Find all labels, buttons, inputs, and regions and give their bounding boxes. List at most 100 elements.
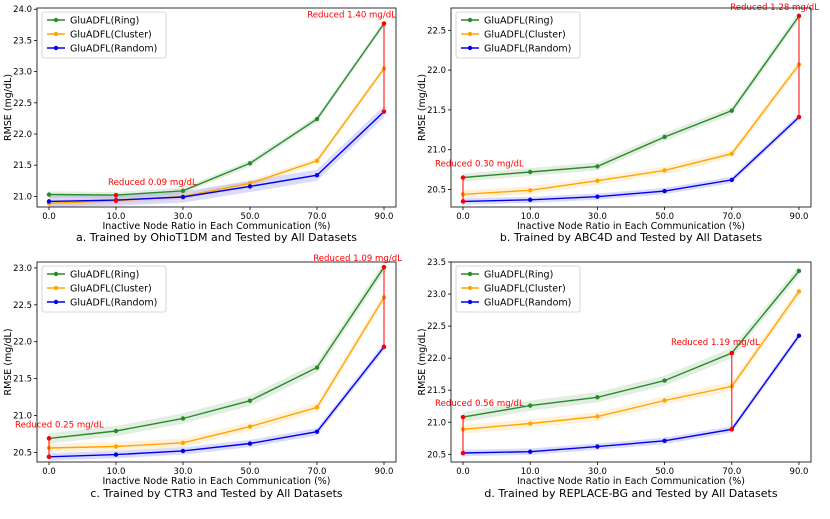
y-tick-label: 21.0 bbox=[427, 418, 446, 428]
data-point-random bbox=[247, 184, 253, 189]
legend: GluADFL(Ring) GluADFL(Cluster) GluADFL(Ran… bbox=[455, 11, 581, 59]
y-tick-label: 23.0 bbox=[13, 68, 32, 78]
band-random bbox=[463, 332, 799, 457]
data-point-ring bbox=[247, 161, 253, 166]
data-point-random bbox=[314, 429, 320, 434]
band-cluster bbox=[49, 65, 384, 207]
x-tick-label: 70.0 bbox=[722, 212, 741, 222]
x-tick-label: 10.0 bbox=[521, 467, 540, 477]
y-tick-label: 23.0 bbox=[427, 290, 446, 300]
data-point-ring bbox=[180, 416, 186, 421]
data-point-random bbox=[46, 199, 52, 204]
data-point-random bbox=[729, 177, 734, 183]
y-tick-label: 22.5 bbox=[427, 322, 446, 332]
annotation-label: Reduced 0.56 mg/dL bbox=[435, 399, 524, 409]
y-axis-label: RMSE (mg/dL) bbox=[3, 74, 14, 141]
legend-marker-random bbox=[53, 299, 59, 305]
y-tick-label: 20.5 bbox=[427, 185, 446, 195]
legend-entry-cluster: GluADFL(Cluster) bbox=[484, 30, 566, 41]
band-cluster bbox=[463, 60, 799, 199]
data-point-random bbox=[247, 441, 253, 446]
x-tick-label: 30.0 bbox=[174, 467, 193, 477]
legend-entry-cluster: GluADFL(Cluster) bbox=[70, 284, 152, 295]
band-ring bbox=[49, 262, 384, 444]
annotation-point bbox=[796, 114, 802, 120]
y-tick-label: 22.5 bbox=[13, 99, 32, 109]
y-tick-label: 23.0 bbox=[13, 264, 32, 274]
y-tick-label: 21.5 bbox=[13, 375, 32, 385]
y-tick-label: 21.0 bbox=[427, 146, 446, 156]
panel-caption: a. Trained by OhioT1DM and Tested by All… bbox=[76, 231, 357, 244]
data-point-random bbox=[528, 449, 533, 454]
x-tick-label: 30.0 bbox=[588, 212, 607, 222]
data-point-ring bbox=[314, 116, 320, 122]
x-axis-label: Inactive Node Ratio in Each Communicatio… bbox=[102, 476, 330, 487]
y-tick-label: 22.0 bbox=[427, 66, 446, 76]
x-tick-label: 90.0 bbox=[375, 212, 394, 222]
plot-frame bbox=[450, 7, 812, 208]
band-random bbox=[463, 113, 799, 205]
x-tick-label: 30.0 bbox=[174, 212, 193, 222]
band-random bbox=[49, 105, 384, 207]
x-axis-label: Inactive Node Ratio in Each Communicatio… bbox=[517, 221, 745, 232]
series-line-cluster bbox=[48, 297, 385, 449]
data-point-cluster bbox=[113, 444, 119, 449]
series-line-ring bbox=[48, 23, 385, 196]
x-tick-label: 10.0 bbox=[107, 467, 126, 477]
data-point-cluster bbox=[314, 405, 320, 410]
data-point-ring bbox=[180, 188, 186, 193]
series-line-cluster bbox=[462, 64, 800, 195]
series-line-random bbox=[48, 111, 385, 203]
annotation-point bbox=[381, 264, 387, 270]
data-point-random bbox=[314, 172, 320, 178]
panel-caption: b. Trained by ABC4D and Tested by All Da… bbox=[500, 231, 762, 244]
legend-marker-ring bbox=[467, 271, 473, 277]
legend: GluADFL(Ring) GluADFL(Cluster) GluADFL(Ran… bbox=[41, 265, 167, 313]
y-tick-label: 23.5 bbox=[427, 258, 446, 268]
data-point-random bbox=[662, 188, 667, 194]
data-point-random bbox=[595, 194, 600, 199]
data-point-cluster bbox=[247, 181, 253, 186]
data-point-cluster bbox=[662, 398, 667, 403]
legend-marker-cluster bbox=[53, 31, 59, 37]
x-tick-label: 30.0 bbox=[588, 467, 607, 477]
y-tick-label: 21.5 bbox=[427, 386, 446, 396]
data-point-ring bbox=[662, 378, 667, 383]
y-tick-label: 20.5 bbox=[13, 448, 32, 458]
x-tick-label: 10.0 bbox=[107, 212, 126, 222]
data-point-ring bbox=[247, 398, 253, 403]
legend-entry-random: GluADFL(Random) bbox=[70, 298, 157, 309]
series-line-ring bbox=[48, 266, 385, 440]
data-point-cluster bbox=[528, 421, 533, 426]
panel-caption: c. Trained by CTR3 and Tested by All Dat… bbox=[90, 487, 343, 500]
data-point-ring bbox=[729, 108, 734, 113]
annotation-point bbox=[460, 175, 466, 180]
x-tick-label: 50.0 bbox=[655, 467, 674, 477]
data-point-ring bbox=[595, 164, 600, 169]
y-tick-label: 21.5 bbox=[427, 106, 446, 116]
chart-panel-d: Reduced 0.56 mg/dL Reduced 1.19 mg/dL 0.0 1… bbox=[417, 258, 812, 500]
data-point-ring bbox=[595, 395, 600, 400]
legend-marker-random bbox=[467, 45, 473, 51]
series-line-cluster bbox=[462, 291, 800, 430]
data-point-cluster bbox=[314, 158, 320, 164]
y-tick-label: 22.5 bbox=[13, 301, 32, 311]
y-axis-label: RMSE (mg/dL) bbox=[417, 328, 428, 395]
x-tick-label: 70.0 bbox=[722, 467, 741, 477]
y-axis-label: RMSE (mg/dL) bbox=[417, 74, 428, 141]
band-cluster bbox=[463, 287, 799, 434]
plot-frame bbox=[36, 7, 397, 208]
legend-marker-random bbox=[467, 299, 473, 305]
x-tick-label: 10.0 bbox=[521, 212, 540, 222]
chart-panel-c: Reduced 0.25 mg/dL Reduced 1.09 mg/dL 0.0 1… bbox=[3, 254, 402, 500]
legend-marker-ring bbox=[53, 17, 59, 23]
y-tick-label: 20.5 bbox=[427, 450, 446, 460]
y-tick-label: 24.0 bbox=[13, 5, 32, 15]
annotation-label: Reduced 0.30 mg/dL bbox=[435, 160, 524, 170]
x-tick-label: 50.0 bbox=[241, 212, 260, 222]
data-point-cluster bbox=[662, 168, 667, 173]
x-tick-label: 50.0 bbox=[655, 212, 674, 222]
annotation-point bbox=[460, 414, 466, 420]
